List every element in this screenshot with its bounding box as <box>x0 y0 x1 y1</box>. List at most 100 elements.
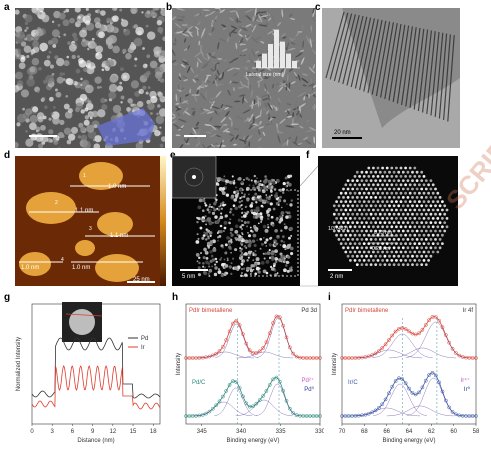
atom-column <box>219 229 223 234</box>
atom-column <box>253 179 257 183</box>
atom-column <box>267 217 270 220</box>
atom-column <box>429 196 433 199</box>
atom-column <box>332 221 336 224</box>
top-spectrum-point <box>210 353 215 358</box>
sem-grain <box>35 28 44 37</box>
bottom-spectrum-point <box>284 399 289 403</box>
atom-column <box>233 198 237 202</box>
sem-grain <box>45 74 55 84</box>
atom-column <box>353 175 357 178</box>
sem-grain <box>120 101 123 104</box>
atom-column <box>397 254 401 258</box>
tem-grain <box>228 133 235 137</box>
atom-column <box>378 221 382 224</box>
atom-column <box>346 204 350 208</box>
atom-column <box>235 190 239 194</box>
atom-column <box>401 212 405 216</box>
atom-column <box>353 208 357 212</box>
atom-column <box>411 229 414 233</box>
atom-column <box>378 179 382 182</box>
atom-column <box>225 193 230 197</box>
panel-f-annotation-plane: 1/3 (422) <box>328 226 349 232</box>
atom-column <box>353 183 357 187</box>
atom-column <box>223 175 226 178</box>
atom-column <box>413 225 417 229</box>
atom-column <box>378 196 382 199</box>
atom-column <box>355 170 359 174</box>
sem-grain <box>145 91 149 95</box>
atom-column <box>254 197 258 200</box>
atom-column <box>252 253 255 257</box>
sem-grain <box>154 71 163 79</box>
tem-grain <box>175 31 184 34</box>
tem-grain <box>239 80 244 88</box>
atom-column <box>424 229 428 233</box>
atom-column <box>247 256 250 259</box>
atom-column <box>406 196 410 199</box>
sem-grain <box>75 68 81 74</box>
sem-grain <box>57 23 61 27</box>
atom-column <box>259 237 263 241</box>
atom-column <box>272 264 276 268</box>
atom-column <box>209 240 214 244</box>
tem-grain <box>230 28 236 34</box>
atom-column <box>436 208 440 212</box>
atom-column <box>353 233 357 237</box>
atom-column <box>355 263 359 266</box>
sem-grain <box>24 37 28 41</box>
atom-column <box>365 229 368 233</box>
bottom-spectrum-point <box>214 403 219 408</box>
atom-column <box>349 233 352 237</box>
atom-column <box>234 193 239 198</box>
tem-grain <box>206 143 216 148</box>
atom-column <box>254 262 258 266</box>
atom-column <box>238 176 242 181</box>
sem-grain <box>31 57 40 66</box>
atom-column <box>374 263 378 266</box>
tem-grain <box>265 123 271 126</box>
atom-column <box>381 208 384 212</box>
atom-column <box>218 235 222 238</box>
tem-grain <box>250 24 255 28</box>
sem-grain <box>66 139 72 145</box>
atom-column <box>413 217 417 220</box>
atom-column <box>408 217 412 220</box>
atom-column <box>254 226 257 229</box>
sem-grain <box>133 37 143 47</box>
top-spectrum-point <box>227 329 232 334</box>
tem-grain <box>246 71 255 75</box>
tem-grain <box>237 86 244 89</box>
atom-column <box>197 237 200 240</box>
tem-grain <box>192 110 196 116</box>
atom-column <box>205 238 208 241</box>
tem-grain <box>232 31 237 34</box>
sem-grain <box>108 83 118 93</box>
atom-column <box>385 183 389 187</box>
atom-column <box>290 252 294 256</box>
inset-particle <box>69 309 95 335</box>
sem-grain <box>83 67 88 73</box>
sem-grain <box>88 112 93 117</box>
bottom-spectrum-point <box>450 410 455 414</box>
axes-frame <box>185 303 321 425</box>
tem-grain <box>191 111 195 116</box>
atom-column <box>195 253 200 257</box>
bottom-spectrum-component <box>235 399 293 417</box>
atom-column <box>418 242 421 245</box>
tem-grain <box>235 115 244 120</box>
atom-column <box>353 217 357 220</box>
tem-grain <box>214 137 224 139</box>
atom-column <box>231 175 234 178</box>
atom-column <box>372 250 375 254</box>
atom-column <box>261 242 264 246</box>
panel-g-label: g <box>4 292 11 303</box>
tem-grain <box>248 58 256 65</box>
tem-grain <box>173 31 179 35</box>
tem-grain <box>177 112 181 117</box>
atom-column <box>245 176 249 181</box>
tem-grain <box>251 36 257 43</box>
atom-column <box>443 229 447 233</box>
atom-column <box>259 247 262 250</box>
zoom-box <box>241 189 299 277</box>
atom-column <box>208 268 213 273</box>
